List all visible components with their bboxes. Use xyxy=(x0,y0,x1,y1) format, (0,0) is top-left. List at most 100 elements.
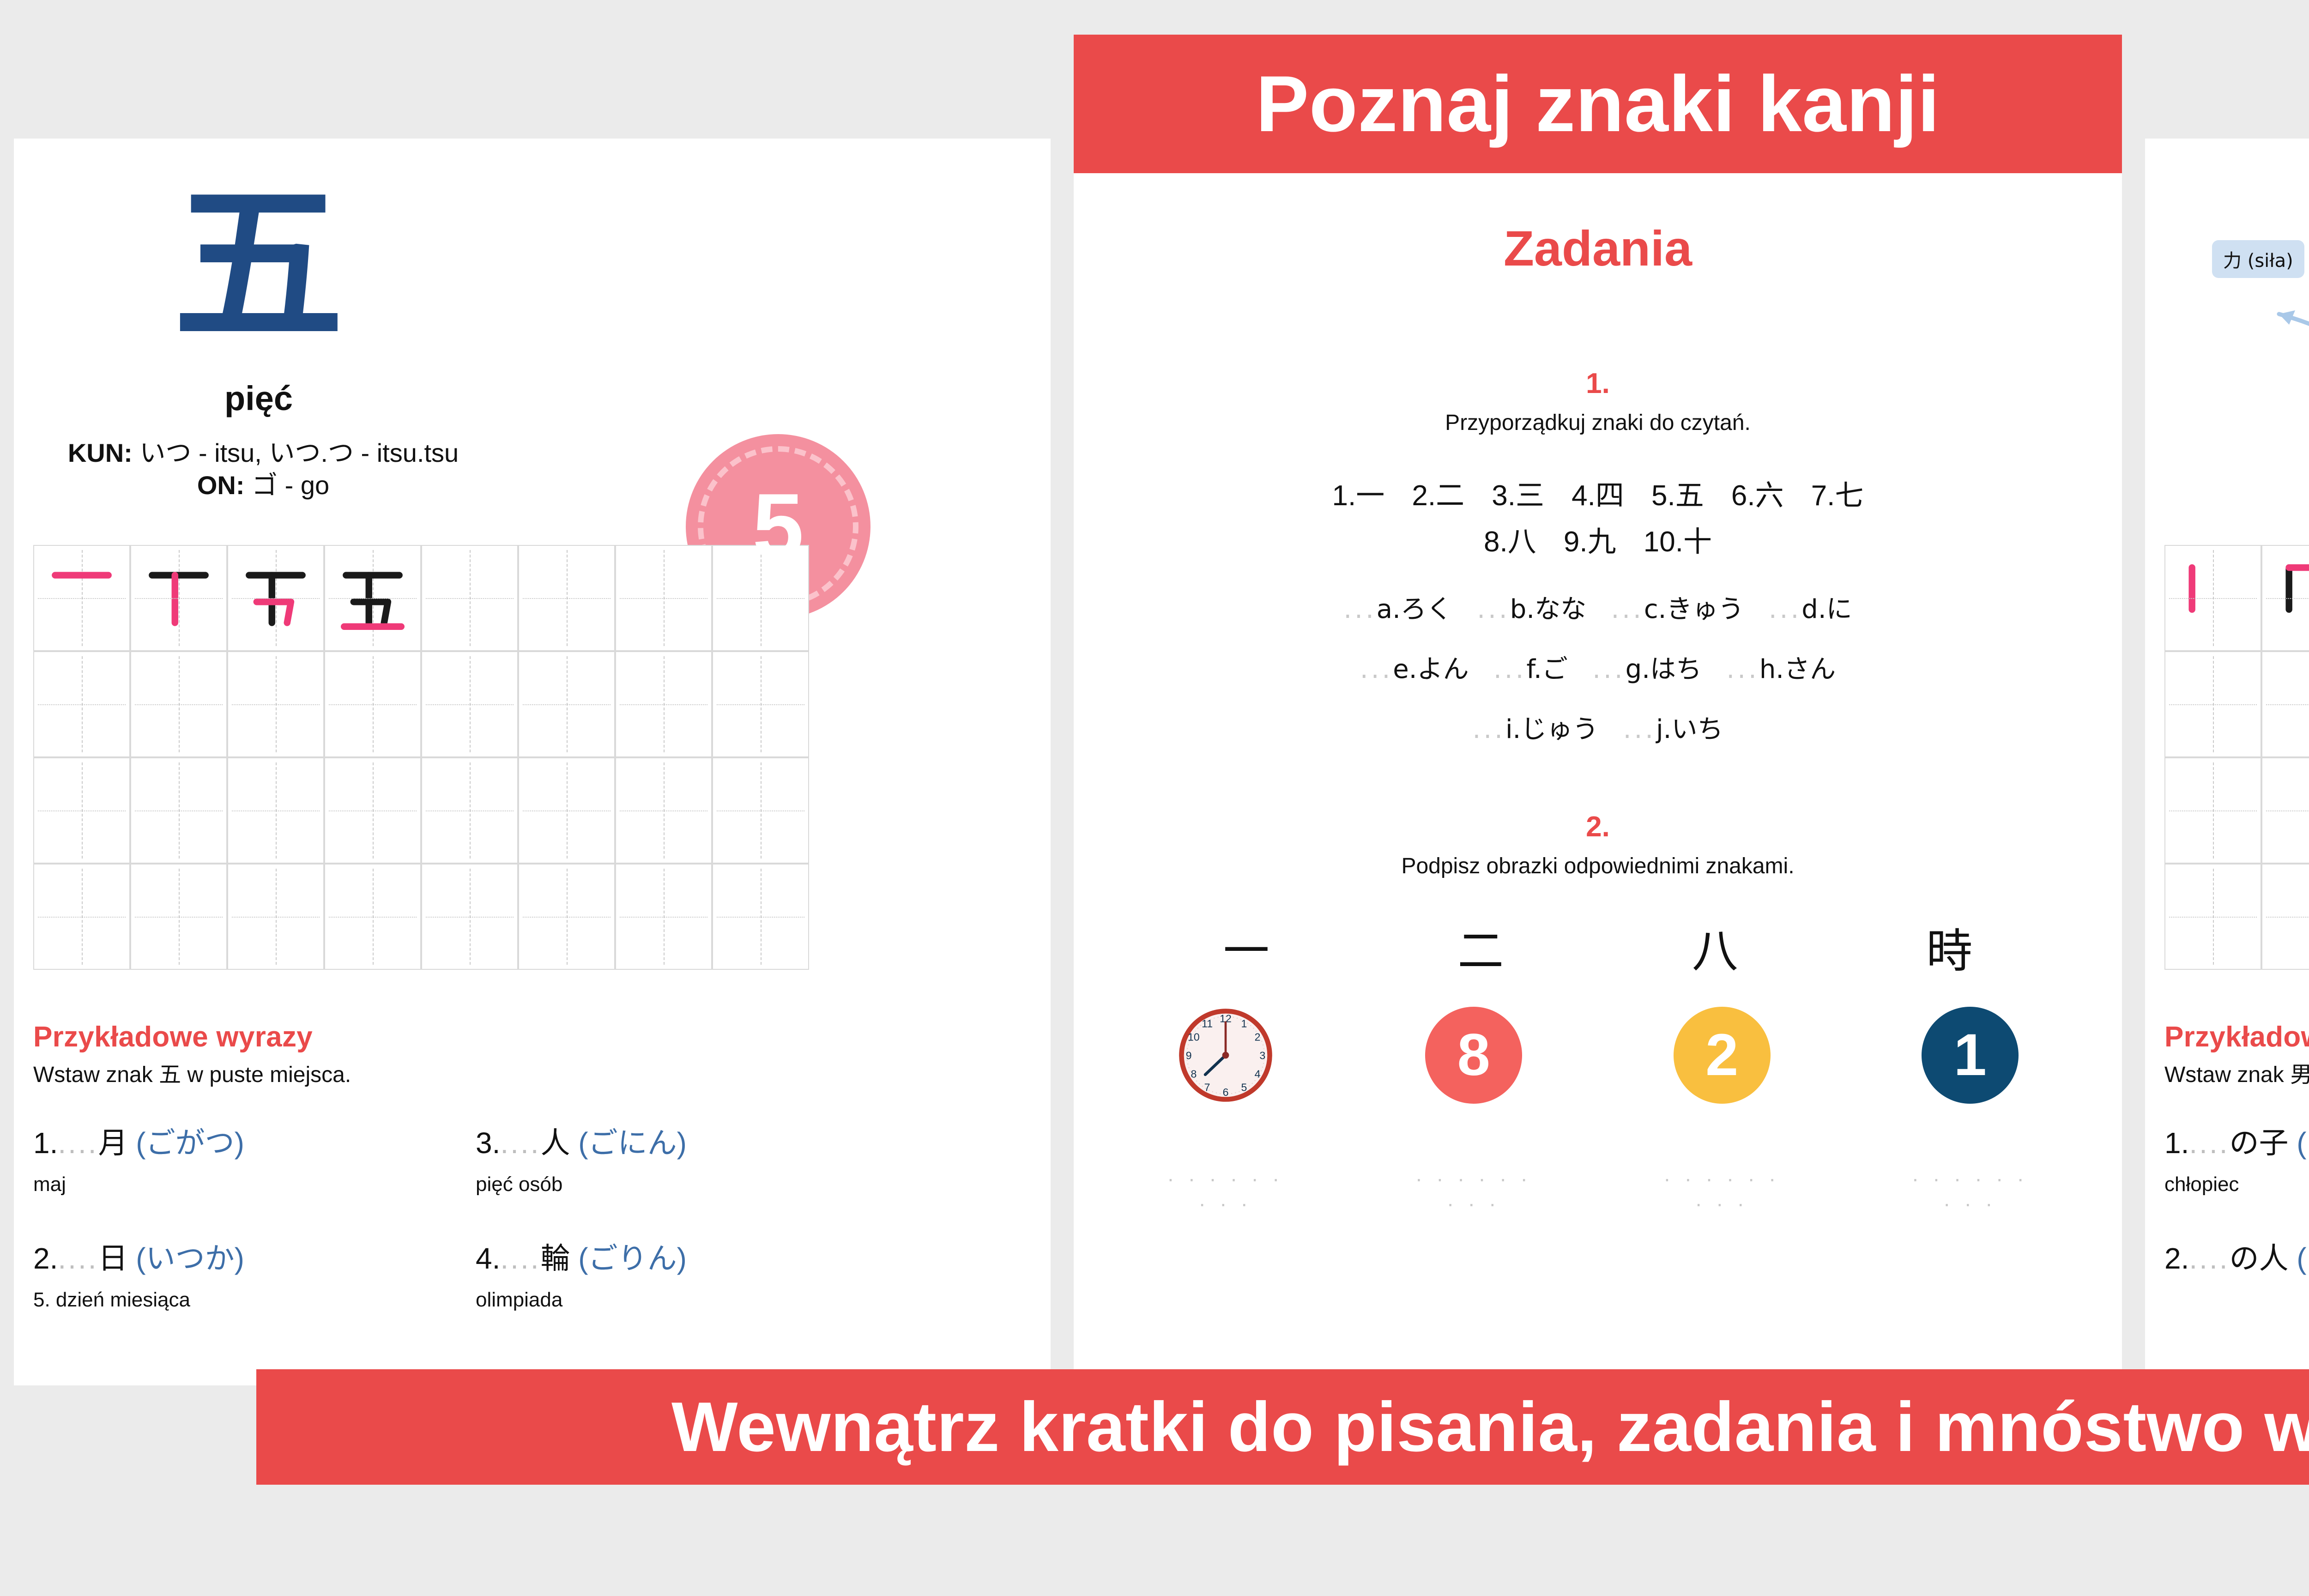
practice-cell[interactable] xyxy=(421,651,518,757)
reading-kana: ろく xyxy=(1400,594,1452,624)
practice-cell[interactable] xyxy=(518,651,615,757)
reading-option[interactable]: ...h.さん xyxy=(1726,654,1836,684)
kanji-option[interactable]: 5.五 xyxy=(1651,478,1704,512)
practice-cell[interactable] xyxy=(712,757,809,864)
practice-cell[interactable] xyxy=(324,864,421,970)
answer-line[interactable]: . . . . . . . . . xyxy=(1912,1162,2028,1211)
reading-option[interactable]: ...b.なな xyxy=(1477,594,1586,624)
kanji-option[interactable]: 3.三 xyxy=(1492,478,1544,512)
practice-cell[interactable] xyxy=(518,545,615,651)
practice-cell[interactable] xyxy=(324,545,421,651)
practice-cell[interactable] xyxy=(2164,864,2261,970)
reading-option[interactable]: ...i.じゅう xyxy=(1473,714,1599,744)
answer-line[interactable]: . . . . . . . . . xyxy=(1664,1162,1780,1211)
kanji-option[interactable]: 4.四 xyxy=(1572,478,1624,512)
right-word-2[interactable]: 2.....の人 (おとこのひと) xyxy=(2164,1242,2309,1288)
right-practice-grid[interactable] xyxy=(2164,545,2309,970)
practice-cell[interactable] xyxy=(324,757,421,864)
practice-cell[interactable] xyxy=(130,864,227,970)
practice-cell[interactable] xyxy=(227,757,324,864)
kanji-option[interactable]: 1.一 xyxy=(1332,478,1385,512)
left-practice-grid[interactable] xyxy=(33,545,809,970)
task-2-answer-lines[interactable]: . . . . . . . . . . . . . . . . . . . . . … xyxy=(1101,1161,2094,1211)
reading-option[interactable]: ...d.に xyxy=(1769,594,1852,624)
word-blank[interactable]: .... xyxy=(2189,1126,2230,1160)
reading-blank[interactable]: ... xyxy=(1726,654,1759,684)
kanji-option[interactable]: 8.八 xyxy=(1484,525,1536,558)
practice-cell[interactable] xyxy=(130,545,227,651)
reading-option[interactable]: ...a.ろく xyxy=(1343,594,1452,624)
practice-cell[interactable] xyxy=(2261,545,2309,651)
reading-blank[interactable]: ... xyxy=(1343,594,1377,624)
practice-cell[interactable] xyxy=(33,651,130,757)
practice-cell[interactable] xyxy=(2164,757,2261,864)
reading-blank[interactable]: ... xyxy=(1592,654,1626,684)
reading-option[interactable]: ...g.はち xyxy=(1592,654,1702,684)
kanji-option-glyph: 五 xyxy=(1675,478,1704,512)
kanji-option[interactable]: 2.二 xyxy=(1412,478,1464,512)
practice-cell[interactable] xyxy=(33,864,130,970)
reading-blank[interactable]: ... xyxy=(1477,594,1510,624)
practice-cell[interactable] xyxy=(2261,651,2309,757)
reading-blank[interactable]: ... xyxy=(1360,654,1393,684)
practice-cell[interactable] xyxy=(324,651,421,757)
word-blank[interactable]: .... xyxy=(58,1242,98,1275)
stroke-order-step xyxy=(340,572,405,630)
practice-cell[interactable] xyxy=(518,864,615,970)
word-blank[interactable]: .... xyxy=(58,1126,98,1160)
practice-cell[interactable] xyxy=(712,545,809,651)
left-on-reading: ON: ゴ - go xyxy=(14,466,513,504)
practice-cell[interactable] xyxy=(227,864,324,970)
task-1-kanji-row-1: 1.一 2.二 3.三 4.四 5.五 6.六 7.七 xyxy=(1074,473,2122,518)
practice-cell[interactable] xyxy=(712,651,809,757)
left-word-2[interactable]: 2.....日 (いつか) 5. dzień miesiąca xyxy=(33,1242,244,1312)
practice-cell[interactable] xyxy=(421,757,518,864)
kanji-option[interactable]: 6.六 xyxy=(1731,478,1784,512)
reading-option[interactable]: ...f.ご xyxy=(1493,654,1568,684)
practice-cell[interactable] xyxy=(615,757,712,864)
answer-line[interactable]: . . . . . . . . . xyxy=(1167,1162,1284,1211)
practice-cell[interactable] xyxy=(421,864,518,970)
word-blank[interactable]: .... xyxy=(500,1126,541,1160)
reading-blank[interactable]: ... xyxy=(1611,594,1644,624)
reading-blank[interactable]: ... xyxy=(1493,654,1527,684)
reading-blank[interactable]: ... xyxy=(1623,714,1656,744)
practice-cell[interactable] xyxy=(2261,757,2309,864)
task-1-readings-row-2[interactable]: ...e.よん ...f.ご ...g.はち ...h.さん xyxy=(1074,649,2122,690)
reading-blank[interactable]: ... xyxy=(1472,714,1505,744)
left-word-3[interactable]: 3.....人 (ごにん) pięć osób xyxy=(476,1127,687,1196)
practice-cell[interactable] xyxy=(130,651,227,757)
left-word-4[interactable]: 4.....輪 (ごりん) olimpiada xyxy=(476,1242,687,1312)
practice-cell[interactable] xyxy=(615,864,712,970)
word-blank[interactable]: .... xyxy=(2189,1242,2230,1275)
right-word-1[interactable]: 1.....の子 (おとこのこ) chłopiec xyxy=(2164,1127,2309,1196)
practice-cell[interactable] xyxy=(712,864,809,970)
kanji-option-glyph: 三 xyxy=(1515,478,1544,512)
practice-cell[interactable] xyxy=(33,757,130,864)
reading-blank[interactable]: ... xyxy=(1768,594,1802,624)
kanji-option[interactable]: 10.十 xyxy=(1644,525,1712,558)
practice-cell[interactable] xyxy=(2164,651,2261,757)
reading-option[interactable]: ...e.よん xyxy=(1360,654,1469,684)
reading-option[interactable]: ...j.いち xyxy=(1623,714,1723,744)
kanji-option[interactable]: 9.九 xyxy=(1564,525,1616,558)
practice-cell[interactable] xyxy=(518,757,615,864)
practice-cell[interactable] xyxy=(421,545,518,651)
practice-cell[interactable] xyxy=(2164,545,2261,651)
practice-cell[interactable] xyxy=(33,545,130,651)
practice-cell[interactable] xyxy=(130,757,227,864)
word-blank[interactable]: .... xyxy=(500,1242,541,1275)
task-1-readings-row-1[interactable]: ...a.ろく ...b.なな ...c.きゅう ...d.に xyxy=(1074,589,2122,630)
practice-cell[interactable] xyxy=(2261,864,2309,970)
answer-line[interactable]: . . . . . . . . . xyxy=(1415,1162,1532,1211)
kanji-option-index: 2. xyxy=(1412,480,1436,512)
task-1-readings-row-3[interactable]: ...i.じゅう ...j.いち xyxy=(1074,709,2122,750)
kanji-option[interactable]: 7.七 xyxy=(1811,478,1864,512)
practice-cell[interactable] xyxy=(227,545,324,651)
practice-cell[interactable] xyxy=(615,545,712,651)
left-word-1[interactable]: 1.....月 (ごがつ) maj xyxy=(33,1127,244,1196)
practice-cell[interactable] xyxy=(615,651,712,757)
practice-cell[interactable] xyxy=(227,651,324,757)
reading-option[interactable]: ...c.きゅう xyxy=(1611,594,1744,624)
